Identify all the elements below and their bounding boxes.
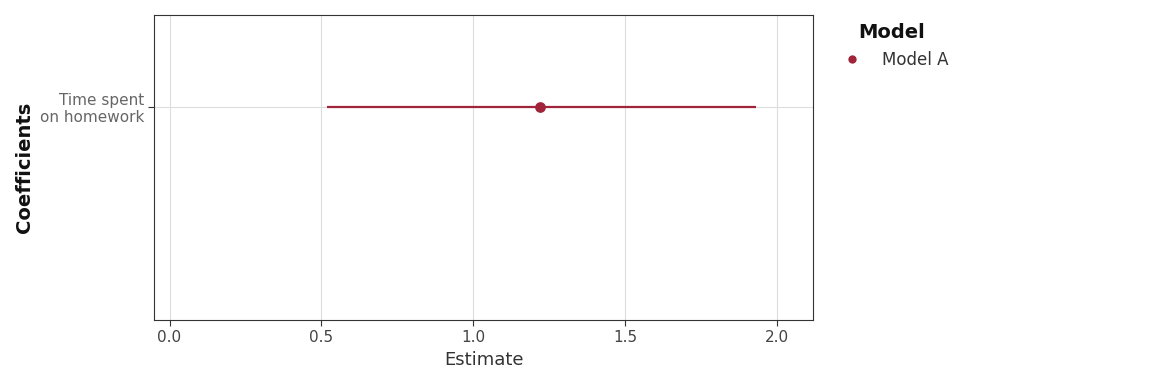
X-axis label: Estimate: Estimate	[444, 351, 524, 369]
Y-axis label: Coefficients: Coefficients	[15, 102, 35, 233]
Point	[531, 103, 550, 109]
Legend: Model A: Model A	[835, 23, 948, 69]
